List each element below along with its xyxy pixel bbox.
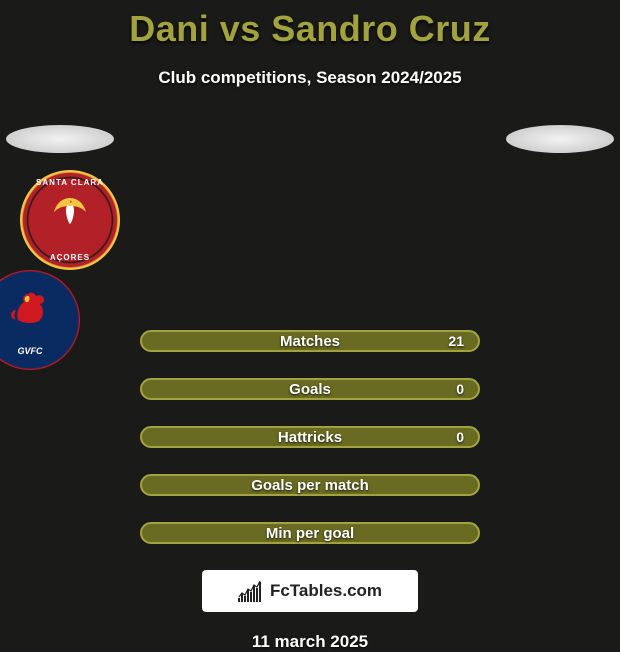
rooster-icon — [6, 288, 54, 332]
stat-label: Goals — [289, 381, 331, 398]
stat-pill-min-per-goal: Min per goal — [140, 522, 480, 544]
player-oval-left — [6, 125, 114, 153]
bar-chart-icon — [238, 580, 264, 602]
brand-text: FcTables.com — [270, 581, 382, 601]
stat-label: Goals per match — [251, 477, 369, 494]
stat-row: Goals 0 — [0, 378, 620, 400]
club-badge-left: SANTA CLARA AÇORES — [20, 170, 120, 270]
page-subtitle: Club competitions, Season 2024/2025 — [0, 68, 620, 88]
club-badge-right: GVFC — [0, 270, 80, 370]
stat-value: 21 — [448, 333, 464, 349]
stat-row: Goals per match — [0, 474, 620, 496]
player-oval-right — [506, 125, 614, 153]
stat-pill-matches: Matches 21 — [140, 330, 480, 352]
stat-row: Min per goal — [0, 522, 620, 544]
badge-right-label: GVFC — [0, 346, 80, 356]
stats-area: SANTA CLARA AÇORES GVFC Matches 21 — [0, 130, 620, 652]
eagle-icon — [48, 194, 92, 228]
stat-value: 0 — [456, 381, 464, 397]
stat-label: Matches — [280, 333, 340, 350]
stat-pill-goals-per-match: Goals per match — [140, 474, 480, 496]
stat-pill-hattricks: Hattricks 0 — [140, 426, 480, 448]
stat-value: 0 — [456, 429, 464, 445]
stat-row: Hattricks 0 — [0, 426, 620, 448]
stat-label: Min per goal — [266, 525, 354, 542]
badge-left-bottom-text: AÇORES — [20, 253, 120, 262]
stat-pill-goals: Goals 0 — [140, 378, 480, 400]
infographic-container: Dani vs Sandro Cruz Club competitions, S… — [0, 0, 620, 652]
stat-label: Hattricks — [278, 429, 342, 446]
badge-left-top-text: SANTA CLARA — [20, 178, 120, 187]
page-title: Dani vs Sandro Cruz — [0, 8, 620, 50]
footer-date: 11 march 2025 — [0, 632, 620, 652]
stat-row: Matches 21 — [0, 330, 620, 352]
brand-box: FcTables.com — [202, 570, 418, 612]
